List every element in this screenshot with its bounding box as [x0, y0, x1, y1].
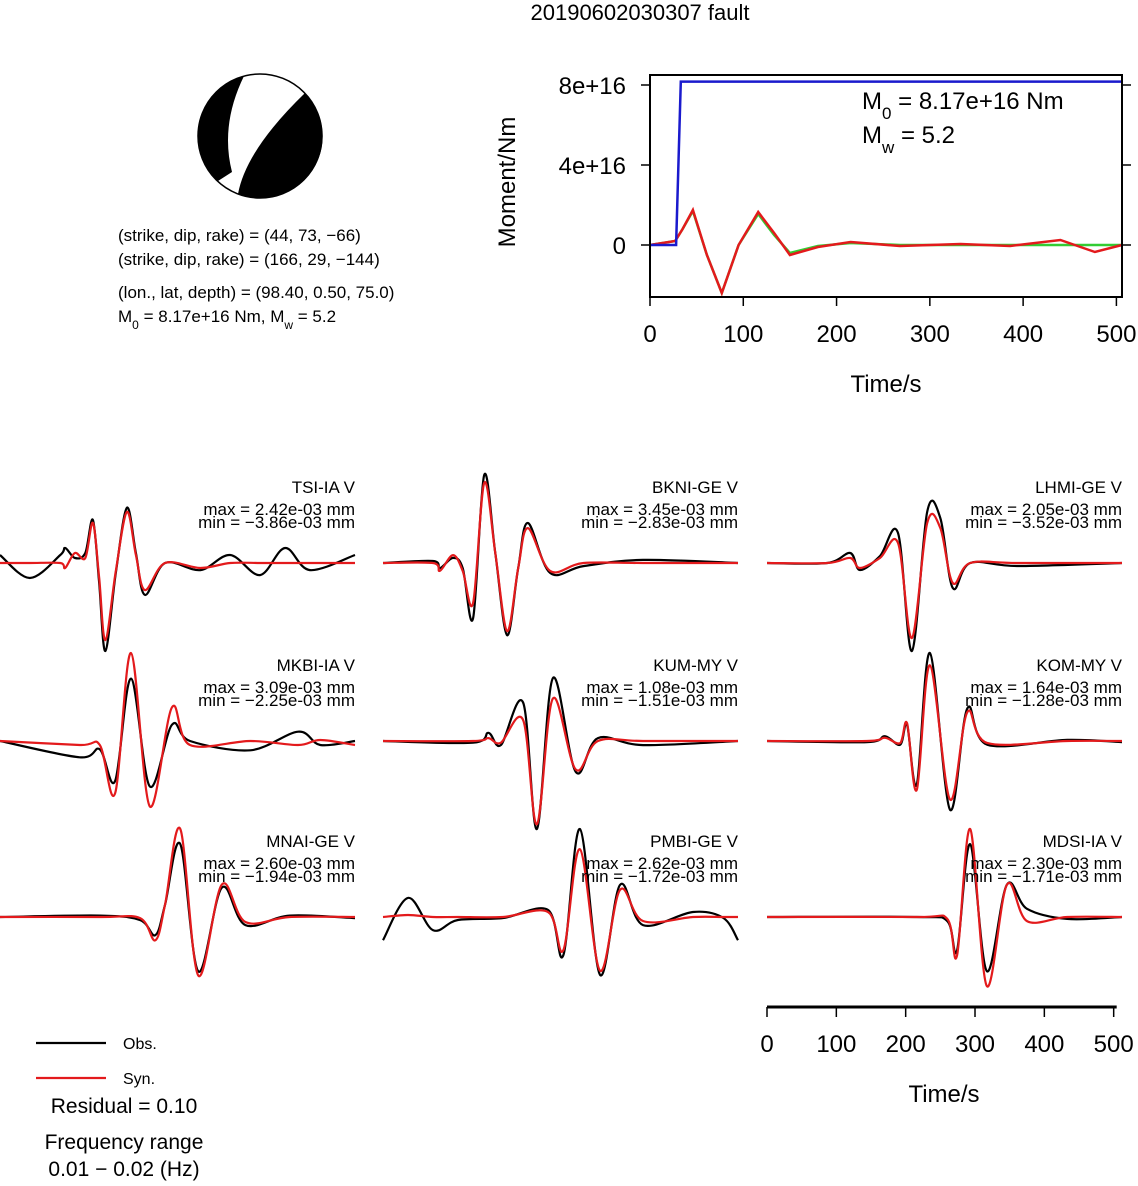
station-label: BKNI-GE V: [652, 478, 739, 497]
amplitude-label: max = 3.09e-03 mm: [203, 678, 355, 697]
legend-label: Obs.: [123, 1036, 157, 1053]
amplitude-label: min = −1.94e-03 mm: [198, 867, 355, 886]
subscript: 0: [882, 104, 891, 123]
figure-title: 20190602030307 fault: [531, 0, 750, 25]
waveform: [382, 696, 738, 826]
mechanism-line: (lon., lat, depth) = (98.40, 0.50, 75.0): [118, 283, 394, 302]
x-tick-label: 300: [910, 321, 950, 348]
station-label: TSI-IA V: [292, 478, 356, 497]
mechanism-line: M0 = 8.17e+16 Nm, Mw = 5.2: [118, 307, 336, 332]
station-label: MNAI-GE V: [266, 832, 355, 851]
amplitude-label: max = 1.08e-03 mm: [586, 678, 738, 697]
amplitude-label: max = 2.30e-03 mm: [970, 854, 1122, 873]
waveform: [0, 651, 356, 808]
text-part: M: [862, 88, 882, 115]
amplitude-label: max = 2.42e-03 mm: [203, 500, 355, 519]
amplitude-label: max = 2.60e-03 mm: [203, 854, 355, 873]
annotation: Mw = 5.2: [862, 122, 955, 157]
station-label: MKBI-IA V: [277, 656, 356, 675]
x-tick-label: 0: [760, 1031, 773, 1058]
x-tick-label: 400: [1003, 321, 1043, 348]
subscript: w: [881, 138, 895, 157]
subscript: 0: [132, 318, 139, 332]
amplitude-label: min = −1.28e-03 mm: [965, 691, 1122, 710]
waveform: [382, 481, 738, 633]
x-tick-label: 500: [1094, 1031, 1134, 1058]
amplitude-label: max = 2.05e-03 mm: [970, 500, 1122, 519]
mechanism-line: (strike, dip, rake) = (44, 73, −66): [118, 226, 361, 245]
station-label: MDSI-IA V: [1043, 832, 1123, 851]
amplitude-label: max = 2.62e-03 mm: [586, 854, 738, 873]
amplitude-label: min = −1.51e-03 mm: [581, 691, 738, 710]
y-tick-label: 0: [613, 233, 626, 260]
station-label: LHMI-GE V: [1035, 478, 1123, 497]
text-part: (strike, dip, rake) = (44, 73, −66): [118, 226, 361, 245]
note: Frequency range: [45, 1131, 204, 1154]
amplitude-label: max = 1.64e-03 mm: [970, 678, 1122, 697]
station-label: PMBI-GE V: [650, 832, 739, 851]
moment-line: [650, 80, 1122, 247]
text-part: (strike, dip, rake) = (166, 29, −144): [118, 250, 380, 269]
subscript: w: [283, 318, 293, 332]
note: 0.01 − 0.02 (Hz): [48, 1158, 199, 1181]
amplitude-label: min = −1.71e-03 mm: [965, 867, 1122, 886]
waveform: [0, 677, 356, 788]
waveform: [766, 512, 1122, 640]
note: Residual = 0.10: [51, 1095, 198, 1118]
text-part: = 5.2: [894, 122, 955, 149]
amplitude-label: min = −3.86e-03 mm: [198, 513, 355, 532]
mechanism-line: (strike, dip, rake) = (166, 29, −144): [118, 250, 380, 269]
station-label: KOM-MY V: [1036, 656, 1122, 675]
plot-frame: [649, 74, 1123, 298]
x-tick-label: 100: [723, 321, 763, 348]
annotation: M0 = 8.17e+16 Nm: [862, 88, 1064, 123]
waveform: [766, 827, 1123, 988]
text-part: = 8.17e+16 Nm: [891, 88, 1063, 115]
legend-label: Syn.: [123, 1071, 155, 1088]
waveform: [766, 651, 1123, 811]
beachball-compression: [238, 93, 323, 199]
text-part: (lon., lat, depth) = (98.40, 0.50, 75.0): [118, 283, 394, 302]
x-axis-label: Time/s: [908, 1081, 979, 1108]
amplitude-label: min = −2.83e-03 mm: [581, 513, 738, 532]
waveform: [0, 826, 356, 977]
x-tick-label: 0: [643, 321, 656, 348]
x-tick-label: 400: [1024, 1031, 1064, 1058]
waveform: [0, 510, 355, 642]
waveform: [382, 676, 739, 831]
text-part: M: [862, 122, 882, 149]
x-tick-label: 100: [816, 1031, 856, 1058]
amplitude-label: min = −3.52e-03 mm: [965, 513, 1122, 532]
waveform: [382, 827, 739, 977]
x-tick-label: 200: [817, 321, 857, 348]
x-tick-label: 300: [955, 1031, 995, 1058]
amplitude-label: max = 3.45e-03 mm: [586, 500, 738, 519]
waveform: [382, 848, 738, 972]
amplitude-label: min = −2.25e-03 mm: [198, 691, 355, 710]
station-label: KUM-MY V: [653, 656, 738, 675]
moment-line: [649, 207, 1122, 297]
y-axis-label: Moment/Nm: [494, 117, 521, 248]
beachball: [197, 73, 323, 199]
text-part: = 5.2: [293, 307, 336, 326]
y-tick-label: 8e+16: [559, 73, 626, 100]
waveform: [382, 472, 739, 637]
x-axis-label: Time/s: [850, 371, 921, 398]
y-tick-label: 4e+16: [559, 153, 626, 180]
x-tick-label: 500: [1096, 321, 1136, 348]
text-part: M: [118, 307, 132, 326]
x-tick-label: 200: [886, 1031, 926, 1058]
beachball-compression: [198, 76, 244, 181]
text-part: = 8.17e+16 Nm, M: [139, 307, 285, 326]
amplitude-label: min = −1.72e-03 mm: [581, 867, 738, 886]
moment-line: [649, 206, 1123, 297]
waveform: [766, 664, 1123, 801]
waveform: [0, 841, 356, 973]
